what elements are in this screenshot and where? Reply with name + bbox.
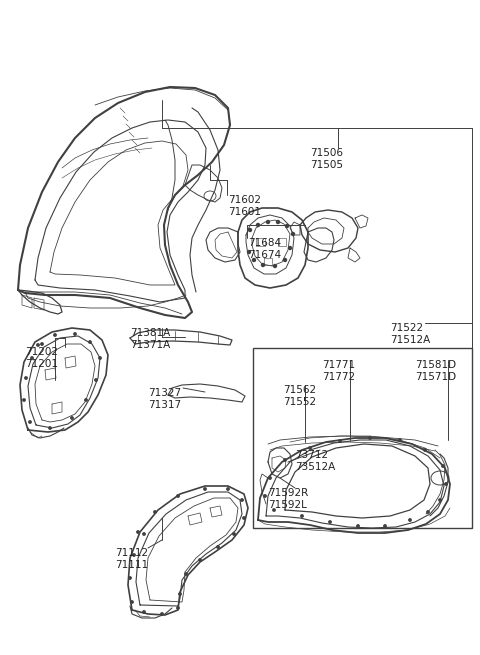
Text: 71592R
71592L: 71592R 71592L xyxy=(268,488,308,510)
Circle shape xyxy=(204,488,206,490)
Text: 71112
71111: 71112 71111 xyxy=(115,548,148,570)
Circle shape xyxy=(89,341,91,343)
Text: 71381A
71371A: 71381A 71371A xyxy=(130,328,170,350)
Circle shape xyxy=(131,601,133,603)
Circle shape xyxy=(262,263,264,267)
Circle shape xyxy=(133,553,135,556)
Circle shape xyxy=(274,265,276,267)
Text: 71522
71512A: 71522 71512A xyxy=(390,323,430,345)
Circle shape xyxy=(445,483,447,485)
Circle shape xyxy=(256,223,260,227)
Circle shape xyxy=(199,559,201,561)
Circle shape xyxy=(71,417,73,419)
Circle shape xyxy=(177,607,179,609)
Circle shape xyxy=(291,233,295,236)
Circle shape xyxy=(99,357,101,359)
Circle shape xyxy=(227,488,229,490)
Circle shape xyxy=(309,447,311,449)
Circle shape xyxy=(243,517,245,519)
Circle shape xyxy=(29,421,31,423)
Circle shape xyxy=(95,379,97,381)
Circle shape xyxy=(179,593,181,595)
Text: 73712
73512A: 73712 73512A xyxy=(295,450,335,472)
Circle shape xyxy=(185,573,187,575)
Circle shape xyxy=(177,495,179,497)
Circle shape xyxy=(23,399,25,402)
Circle shape xyxy=(154,511,156,514)
Text: 71202
71201: 71202 71201 xyxy=(25,347,58,369)
Circle shape xyxy=(424,449,426,451)
Circle shape xyxy=(339,440,341,442)
Text: 71581D
71571D: 71581D 71571D xyxy=(415,360,456,382)
Circle shape xyxy=(384,525,386,527)
Circle shape xyxy=(273,509,275,511)
Circle shape xyxy=(427,511,429,514)
Text: 71327
71317: 71327 71317 xyxy=(148,388,181,409)
Circle shape xyxy=(399,439,401,441)
Circle shape xyxy=(241,499,243,501)
Circle shape xyxy=(41,343,43,345)
Circle shape xyxy=(439,499,441,501)
Bar xyxy=(253,348,472,528)
Circle shape xyxy=(233,533,235,535)
Circle shape xyxy=(85,399,87,402)
Circle shape xyxy=(442,465,444,467)
Circle shape xyxy=(357,525,359,527)
Circle shape xyxy=(137,531,139,533)
Circle shape xyxy=(409,519,411,521)
Circle shape xyxy=(31,357,33,359)
Circle shape xyxy=(284,458,286,461)
Circle shape xyxy=(217,546,219,548)
Text: 71562
71552: 71562 71552 xyxy=(283,385,316,407)
Circle shape xyxy=(54,334,56,336)
Circle shape xyxy=(49,427,51,429)
Circle shape xyxy=(129,577,131,579)
Circle shape xyxy=(249,229,252,231)
Circle shape xyxy=(286,225,288,227)
Circle shape xyxy=(74,333,76,335)
Text: 71602
71601: 71602 71601 xyxy=(228,195,261,217)
Circle shape xyxy=(143,611,145,613)
Circle shape xyxy=(329,521,331,523)
Text: 71771
71772: 71771 71772 xyxy=(322,360,355,382)
Circle shape xyxy=(266,221,269,223)
Circle shape xyxy=(252,259,255,261)
Circle shape xyxy=(269,477,271,479)
Circle shape xyxy=(161,613,163,615)
Circle shape xyxy=(25,377,27,379)
Circle shape xyxy=(248,250,251,253)
Circle shape xyxy=(288,246,291,250)
Text: 71684
71674: 71684 71674 xyxy=(248,238,281,259)
Text: 71506
71505: 71506 71505 xyxy=(310,148,343,170)
Circle shape xyxy=(37,344,39,346)
Circle shape xyxy=(284,259,287,261)
Circle shape xyxy=(143,533,145,535)
Circle shape xyxy=(264,495,266,497)
Circle shape xyxy=(301,515,303,517)
Circle shape xyxy=(276,221,279,223)
Circle shape xyxy=(369,437,371,440)
